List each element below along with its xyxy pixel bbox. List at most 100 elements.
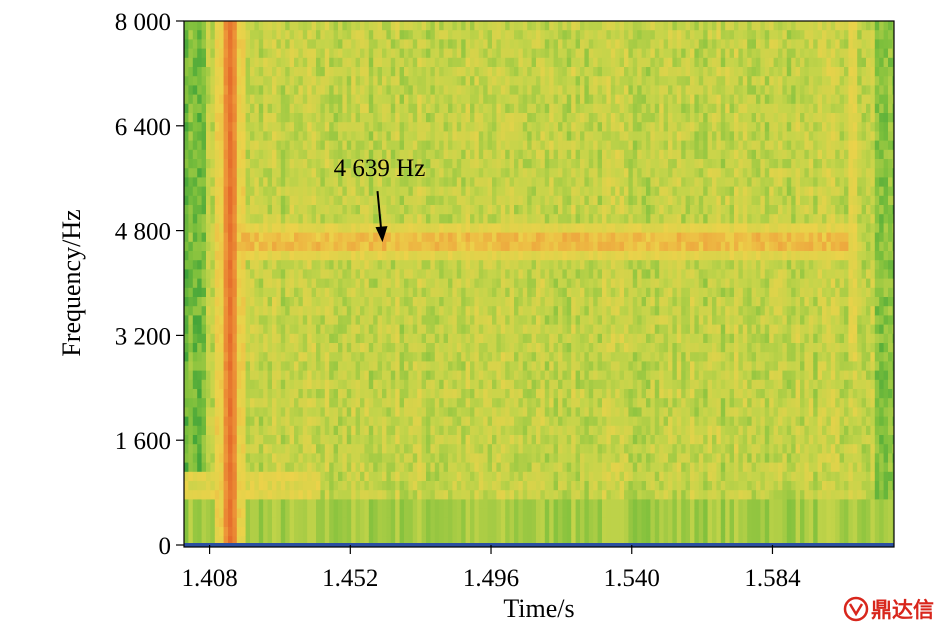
heatmap-cell xyxy=(439,416,444,427)
heatmap-cell xyxy=(324,186,330,197)
heatmap-cell xyxy=(324,527,330,537)
heatmap-cell xyxy=(509,214,515,224)
heatmap-cell xyxy=(192,536,198,546)
heatmap-cell xyxy=(263,159,268,169)
heatmap-cell xyxy=(478,241,484,252)
heatmap-cell xyxy=(412,287,418,298)
heatmap-cell xyxy=(456,214,462,224)
heatmap-cell xyxy=(263,57,268,68)
heatmap-cell xyxy=(333,278,339,289)
heatmap-cell xyxy=(280,287,286,298)
heatmap-cell xyxy=(500,370,506,381)
heatmap-cell xyxy=(465,122,471,132)
heatmap-cell xyxy=(368,297,374,307)
heatmap-cell xyxy=(263,214,268,224)
heatmap-cell xyxy=(355,481,361,491)
heatmap-cell xyxy=(443,407,449,417)
heatmap-cell xyxy=(522,103,528,114)
heatmap-cell xyxy=(461,462,466,473)
heatmap-cell xyxy=(474,131,480,141)
heatmap-cell xyxy=(527,195,532,206)
heatmap-cell xyxy=(307,85,312,95)
heatmap-cell xyxy=(373,333,378,344)
heatmap-cell xyxy=(346,85,352,95)
heatmap-cell xyxy=(360,251,365,261)
heatmap-cell xyxy=(355,389,361,399)
heatmap-cell xyxy=(232,67,238,77)
heatmap-cell xyxy=(408,214,414,224)
heatmap-cell xyxy=(254,343,260,353)
heatmap-cell xyxy=(302,444,308,454)
heatmap-cell xyxy=(390,444,396,454)
heatmap-cell xyxy=(426,223,431,233)
heatmap-cell xyxy=(448,297,453,307)
heatmap-cell xyxy=(558,131,563,141)
heatmap-cell xyxy=(377,251,383,261)
heatmap-cell xyxy=(399,278,405,289)
heatmap-cell xyxy=(228,315,233,325)
heatmap-cell xyxy=(395,517,400,528)
heatmap-cell xyxy=(320,453,326,463)
heatmap-cell xyxy=(417,223,422,233)
heatmap-cell xyxy=(360,177,365,187)
heatmap-cell xyxy=(518,232,524,243)
heatmap-cell xyxy=(465,306,471,316)
heatmap-cell xyxy=(210,30,216,40)
heatmap-cell xyxy=(478,462,484,473)
heatmap-cell xyxy=(549,140,554,151)
heatmap-cell xyxy=(188,398,194,408)
heatmap-cell xyxy=(197,471,202,482)
heatmap-cell xyxy=(223,168,229,178)
heatmap-cell xyxy=(329,499,334,509)
heatmap-cell xyxy=(456,103,462,114)
heatmap-cell xyxy=(439,315,444,325)
heatmap-cell xyxy=(333,205,339,215)
heatmap-cell xyxy=(206,306,211,316)
heatmap-cell xyxy=(254,103,260,114)
heatmap-cell xyxy=(364,527,370,537)
heatmap-cell xyxy=(324,315,330,325)
heatmap-cell xyxy=(351,481,356,491)
heatmap-cell xyxy=(549,94,554,105)
heatmap-cell xyxy=(505,131,510,141)
heatmap-cell xyxy=(192,416,198,427)
heatmap-cell xyxy=(421,379,427,390)
heatmap-cell xyxy=(232,481,238,491)
heatmap-cell xyxy=(540,536,546,546)
heatmap-cell xyxy=(333,324,339,335)
heatmap-cell xyxy=(188,490,194,500)
heatmap-cell xyxy=(536,379,541,390)
heatmap-cell xyxy=(408,67,414,77)
heatmap-cell xyxy=(412,343,418,353)
heatmap-cell xyxy=(456,287,462,298)
heatmap-cell xyxy=(549,113,554,123)
heatmap-cell xyxy=(258,499,264,509)
heatmap-cell xyxy=(184,85,189,95)
heatmap-cell xyxy=(373,186,378,197)
heatmap-cell xyxy=(434,517,440,528)
heatmap-cell xyxy=(351,435,356,445)
heatmap-cell xyxy=(219,94,224,105)
heatmap-cell xyxy=(258,57,264,68)
heatmap-cell xyxy=(553,481,559,491)
heatmap-cell xyxy=(540,361,546,371)
heatmap-cell xyxy=(553,527,559,537)
heatmap-cell xyxy=(395,21,400,31)
heatmap-cell xyxy=(421,287,427,298)
heatmap-cell xyxy=(492,140,497,151)
heatmap-cell xyxy=(241,462,246,473)
heatmap-cell xyxy=(434,499,440,509)
heatmap-cell xyxy=(351,39,356,49)
heatmap-cell xyxy=(404,407,409,417)
heatmap-cell xyxy=(377,94,383,105)
heatmap-cell xyxy=(390,140,396,151)
heatmap-cell xyxy=(324,241,330,252)
heatmap-cell xyxy=(434,149,440,160)
heatmap-cell xyxy=(223,103,229,114)
heatmap-cell xyxy=(558,453,563,463)
heatmap-cell xyxy=(201,177,207,187)
heatmap-cell xyxy=(509,297,515,307)
heatmap-cell xyxy=(527,536,532,546)
heatmap-cell xyxy=(399,324,405,335)
heatmap-cell xyxy=(276,481,282,491)
